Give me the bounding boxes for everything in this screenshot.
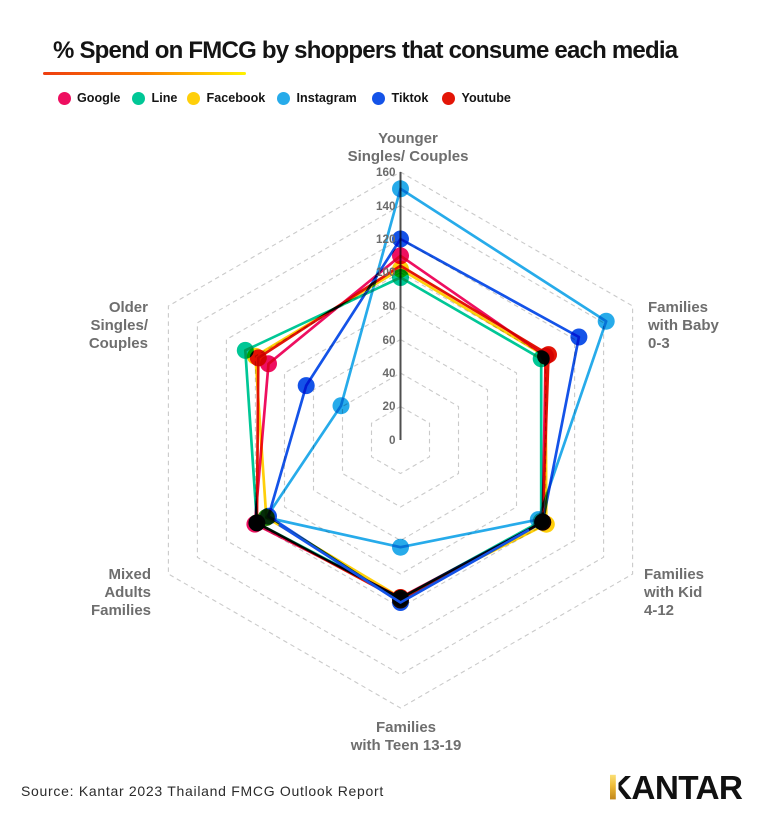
svg-text:100: 100 xyxy=(376,266,396,279)
svg-text:60: 60 xyxy=(382,334,396,347)
svg-text:40: 40 xyxy=(382,367,396,380)
svg-text:160: 160 xyxy=(376,166,396,179)
svg-text:140: 140 xyxy=(376,200,396,213)
svg-text:120: 120 xyxy=(376,233,396,246)
svg-text:0: 0 xyxy=(389,434,396,447)
svg-text:KANTAR: KANTAR xyxy=(608,771,743,805)
svg-text:80: 80 xyxy=(382,300,396,313)
svg-text:20: 20 xyxy=(382,400,396,413)
